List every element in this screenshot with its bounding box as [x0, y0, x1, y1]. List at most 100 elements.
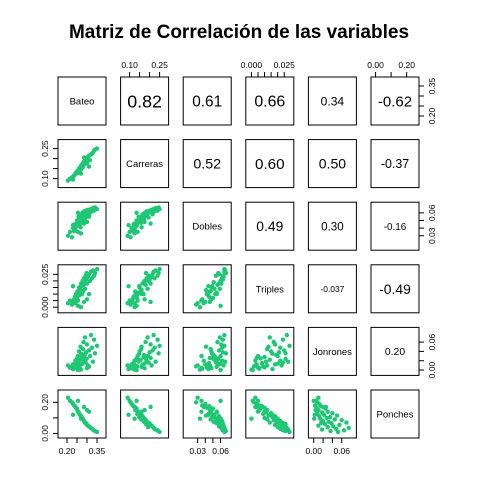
- tick-label: 0.06: [333, 446, 350, 456]
- tick-label: 0.03: [427, 227, 437, 244]
- scatter-point: [139, 214, 144, 219]
- scatter-point: [134, 210, 139, 216]
- panel-carreras-triples: 0.60: [245, 139, 295, 189]
- diagonal-label-dobles: Dobles: [192, 222, 222, 233]
- scatter-point: [94, 343, 100, 348]
- panel-dobles-dobles: Dobles: [182, 201, 232, 251]
- tick-label: 0.20: [40, 394, 50, 411]
- scatter-point: [270, 366, 275, 372]
- correlation-label-triples-jonrones: -0.037: [320, 284, 344, 294]
- tick-label: 0.06: [212, 446, 229, 456]
- scatter-point: [207, 404, 213, 410]
- panel-bateo-bateo: Bateo: [57, 76, 107, 126]
- scatter-point: [335, 429, 341, 435]
- scatter-point: [70, 283, 76, 289]
- scatter-point: [153, 268, 158, 273]
- scatter-point: [82, 286, 88, 291]
- tick-label: 0.25: [40, 140, 50, 157]
- scatter-point: [222, 266, 227, 272]
- scatter-point: [197, 304, 203, 310]
- scatter-point: [153, 359, 158, 364]
- scatter-point: [75, 398, 81, 403]
- correlation-label-bateo-jonrones: 0.34: [321, 94, 345, 108]
- correlation-label-carreras-triples: 0.60: [255, 156, 285, 173]
- panel-dobles-bateo: [57, 201, 107, 251]
- tick-label: 0.20: [59, 446, 76, 456]
- scatter-point: [126, 366, 131, 372]
- scatter-point: [215, 339, 220, 345]
- panel-carreras-bateo: [57, 139, 107, 189]
- scatter-point: [92, 270, 98, 276]
- panel-jonrones-bateo: [57, 326, 107, 376]
- scatter-point: [81, 355, 87, 361]
- bottom-axis-bateo: 0.20 0.35: [59, 437, 106, 456]
- scatter-point: [143, 421, 149, 427]
- scatter-point: [132, 231, 137, 236]
- scatter-point: [132, 304, 137, 310]
- top-axis-carreras: 0.10 0.25: [121, 60, 168, 78]
- tick-label: 0.000: [40, 296, 50, 318]
- scatter-point: [65, 395, 71, 400]
- scatter-point: [197, 416, 203, 421]
- panel-bateo-dobles: 0.61: [182, 76, 232, 126]
- scatter-point: [135, 411, 140, 417]
- bottom-axis-dobles: 0.03 0.06: [189, 437, 229, 456]
- scatter-point: [65, 233, 71, 238]
- scatter-point: [78, 231, 84, 236]
- scatter-point: [78, 367, 84, 372]
- scatter-point: [249, 367, 254, 372]
- scatter-point: [270, 351, 275, 356]
- panel-frame: [182, 139, 232, 189]
- scatter-point: [75, 298, 81, 303]
- scatter-point: [287, 343, 292, 348]
- scatter-point: [213, 360, 219, 365]
- diagonal-label-jonrones: Jonrones: [313, 347, 352, 358]
- scatter-point: [141, 352, 147, 358]
- scatter-point: [143, 270, 149, 276]
- panel-triples-ponches: -0.49: [370, 264, 420, 314]
- scatter-point: [346, 425, 351, 431]
- panel-frame: [57, 326, 107, 376]
- scatter-point: [78, 171, 84, 176]
- scatter-point: [339, 418, 344, 423]
- scatter-point: [139, 225, 144, 230]
- scatter-point: [155, 337, 160, 342]
- panel-dobles-jonrones: 0.30: [307, 201, 357, 251]
- panel-frame: [370, 264, 420, 314]
- panel-frame: [370, 76, 420, 126]
- scatter-point: [135, 222, 140, 228]
- scatter-point: [148, 221, 153, 226]
- scatter-point: [249, 416, 254, 421]
- scatter-point: [319, 427, 325, 432]
- scatter-point: [206, 293, 211, 298]
- panels-group: Bateo 0.82 0.61 0.66 0.34 -0.62 Carreras 0.52 0.…: [57, 76, 420, 439]
- tick-label: 0.25: [151, 60, 168, 70]
- panel-frame: [120, 139, 170, 189]
- panel-carreras-ponches: -0.37: [370, 139, 420, 189]
- correlation-label-triples-ponches: -0.49: [379, 281, 411, 297]
- scatter-point: [132, 416, 137, 421]
- scatter-point: [218, 398, 223, 403]
- scatter-point: [125, 395, 130, 400]
- scatter-point: [324, 415, 329, 421]
- scatter-point: [145, 425, 151, 430]
- scatter-point: [139, 220, 144, 225]
- scatter-point: [319, 420, 324, 426]
- diagonal-label-ponches: Ponches: [377, 410, 414, 421]
- scatter-point: [148, 342, 153, 347]
- scatter-point: [337, 422, 342, 428]
- scatter-point: [86, 409, 92, 414]
- scatter-point: [142, 297, 147, 302]
- scatter-point: [75, 353, 81, 359]
- scatter-point: [208, 346, 213, 352]
- scatter-point: [126, 412, 131, 417]
- scatter-point: [206, 366, 211, 372]
- scatter-point: [321, 412, 327, 417]
- scatter-point: [279, 363, 284, 368]
- scatter-point: [70, 366, 76, 372]
- scatter-point: [216, 348, 222, 353]
- scatter-point: [87, 353, 93, 359]
- scatter-point: [139, 364, 144, 369]
- panel-carreras-dobles: 0.52: [182, 139, 232, 189]
- scatter-point: [193, 364, 199, 369]
